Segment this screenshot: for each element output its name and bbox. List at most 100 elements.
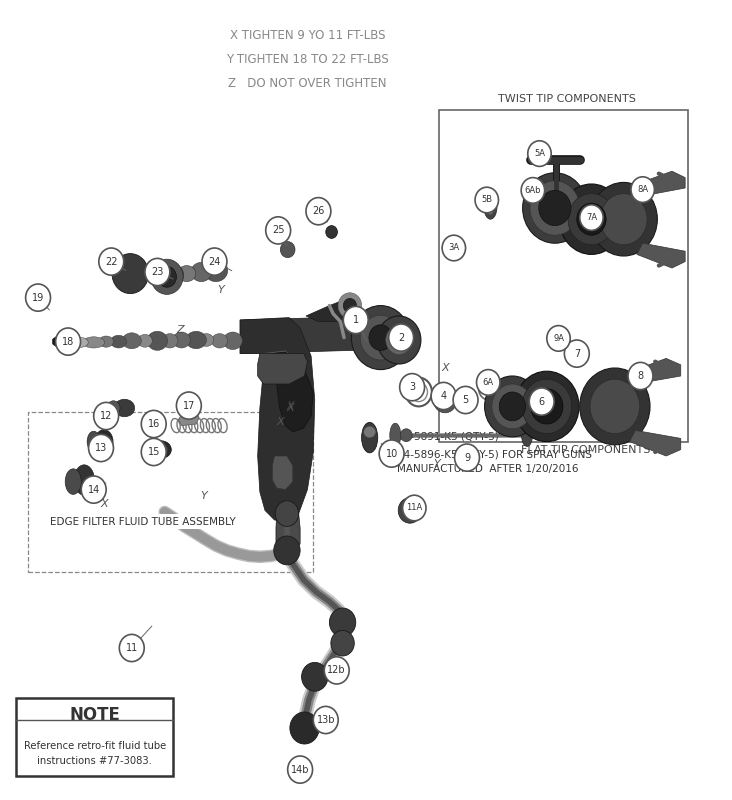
Circle shape — [369, 325, 392, 350]
Text: 8A: 8A — [637, 185, 649, 194]
Circle shape — [351, 306, 410, 370]
Text: 54-5891-K5 (QTY-5): 54-5891-K5 (QTY-5) — [397, 431, 499, 442]
Circle shape — [530, 181, 580, 235]
Text: 4: 4 — [441, 391, 447, 401]
Circle shape — [329, 608, 356, 637]
Ellipse shape — [362, 422, 378, 453]
Polygon shape — [637, 171, 685, 196]
Text: 19: 19 — [32, 293, 44, 302]
Circle shape — [141, 438, 166, 466]
Text: 23: 23 — [152, 267, 163, 277]
Circle shape — [56, 328, 81, 355]
Circle shape — [492, 384, 533, 429]
Text: 5A: 5A — [534, 149, 545, 158]
Circle shape — [453, 386, 478, 414]
Ellipse shape — [186, 331, 206, 349]
Text: X: X — [286, 403, 294, 413]
Circle shape — [343, 306, 368, 334]
Bar — [28, 412, 313, 572]
Circle shape — [460, 394, 470, 406]
Circle shape — [403, 495, 426, 521]
Text: 24: 24 — [209, 257, 220, 266]
Ellipse shape — [484, 194, 497, 219]
Text: 12b: 12b — [327, 666, 346, 675]
Circle shape — [280, 242, 295, 258]
Circle shape — [266, 217, 291, 244]
Ellipse shape — [99, 336, 113, 347]
Ellipse shape — [122, 333, 141, 349]
Circle shape — [577, 203, 606, 235]
Text: EDGE FILTER FLUID TUBE ASSEMBLY: EDGE FILTER FLUID TUBE ASSEMBLY — [50, 517, 236, 526]
Circle shape — [529, 388, 554, 415]
Ellipse shape — [70, 338, 89, 347]
Text: 9A: 9A — [553, 334, 564, 343]
Circle shape — [600, 194, 647, 245]
Text: FLAT TIP COMPONENTS: FLAT TIP COMPONENTS — [521, 445, 650, 454]
Text: 6Ab: 6Ab — [525, 186, 541, 195]
Ellipse shape — [162, 334, 178, 348]
Text: 9: 9 — [464, 453, 470, 462]
Circle shape — [290, 712, 319, 744]
Circle shape — [590, 379, 640, 434]
Text: Z: Z — [176, 325, 184, 334]
Circle shape — [400, 374, 425, 401]
Text: 2: 2 — [398, 333, 404, 342]
Text: 5: 5 — [463, 395, 468, 405]
Circle shape — [176, 392, 201, 419]
Polygon shape — [630, 430, 681, 456]
Text: 12: 12 — [100, 411, 112, 421]
Text: 1: 1 — [353, 315, 359, 325]
Ellipse shape — [111, 335, 127, 348]
Ellipse shape — [94, 430, 113, 454]
Circle shape — [112, 254, 149, 294]
Ellipse shape — [204, 259, 228, 282]
Circle shape — [202, 248, 227, 275]
Ellipse shape — [212, 334, 228, 348]
Circle shape — [99, 248, 124, 275]
Ellipse shape — [65, 469, 81, 494]
Polygon shape — [630, 358, 681, 384]
Text: 7: 7 — [574, 349, 580, 358]
Circle shape — [455, 444, 479, 471]
Text: 16: 16 — [148, 419, 160, 429]
Text: Z   DO NOT OVER TIGHTEN: Z DO NOT OVER TIGHTEN — [228, 77, 386, 90]
Circle shape — [145, 258, 170, 286]
Circle shape — [547, 326, 570, 351]
Text: 10: 10 — [386, 449, 397, 458]
Circle shape — [539, 190, 571, 226]
Circle shape — [343, 298, 356, 313]
Polygon shape — [53, 334, 73, 349]
Text: 3: 3 — [409, 382, 415, 392]
Ellipse shape — [177, 266, 196, 282]
Ellipse shape — [173, 332, 190, 348]
Ellipse shape — [147, 331, 168, 350]
Polygon shape — [637, 243, 685, 268]
Circle shape — [431, 382, 456, 410]
Circle shape — [475, 187, 498, 213]
Circle shape — [433, 387, 457, 413]
Text: 6: 6 — [539, 397, 545, 406]
Text: X: X — [441, 363, 449, 373]
Circle shape — [438, 393, 452, 407]
Text: X: X — [277, 418, 284, 427]
Text: Y: Y — [217, 285, 225, 294]
Ellipse shape — [74, 465, 94, 495]
Circle shape — [141, 410, 166, 438]
Ellipse shape — [114, 399, 135, 417]
Circle shape — [151, 259, 183, 294]
Text: 54-5896-K5 (QTY-5) FOR SPRAY GUNS
MANUFACTURED  AFTER 1/20/2016: 54-5896-K5 (QTY-5) FOR SPRAY GUNS MANUFA… — [397, 450, 592, 474]
Polygon shape — [258, 354, 307, 384]
Circle shape — [119, 634, 144, 662]
Circle shape — [326, 226, 337, 238]
Text: Reference retro-fit fluid tube
instructions #77-3083.: Reference retro-fit fluid tube instructi… — [23, 741, 166, 766]
Text: 7A: 7A — [586, 213, 597, 222]
Ellipse shape — [138, 334, 152, 347]
Circle shape — [331, 630, 354, 656]
Circle shape — [400, 429, 412, 442]
Text: 14: 14 — [88, 485, 100, 494]
Ellipse shape — [381, 318, 392, 358]
Circle shape — [324, 657, 349, 684]
Text: X TIGHTEN 9 YO 11 FT-LBS: X TIGHTEN 9 YO 11 FT-LBS — [230, 29, 385, 42]
Circle shape — [515, 371, 579, 442]
Ellipse shape — [521, 424, 532, 446]
